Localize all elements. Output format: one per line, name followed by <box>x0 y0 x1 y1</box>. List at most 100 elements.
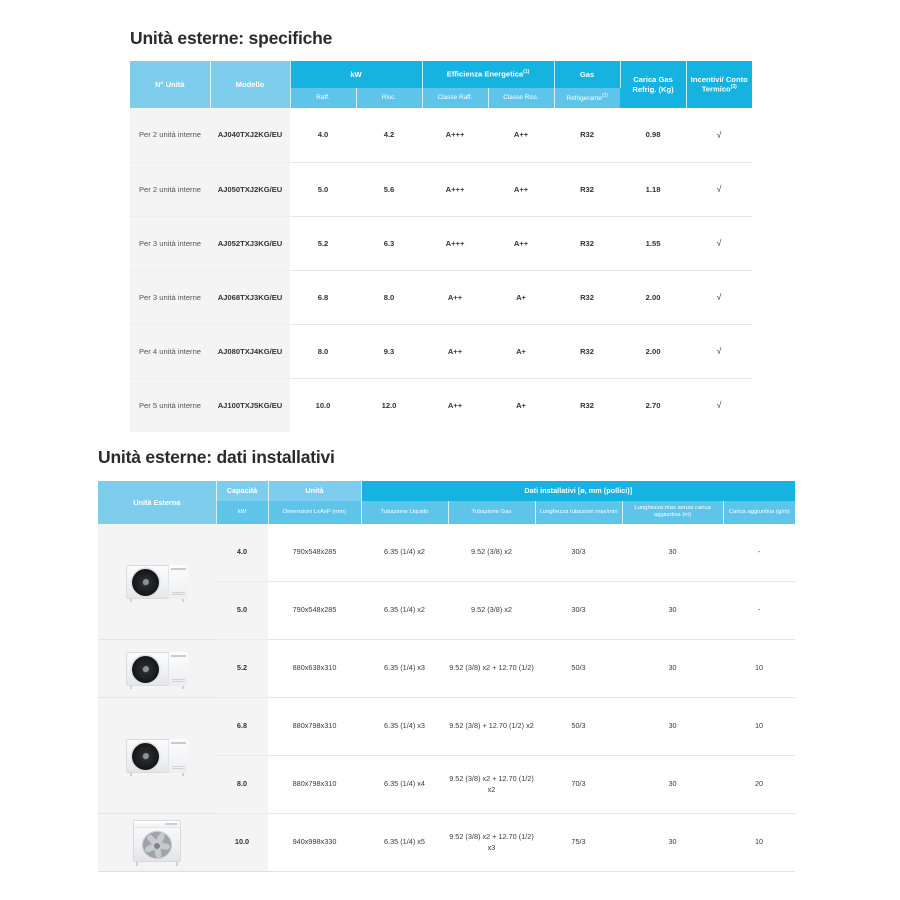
col-header-kw: kW <box>290 61 423 88</box>
cell-classe-raff: A+++ <box>422 216 489 271</box>
cell-carica-aggiuntiva: 10 <box>723 813 795 873</box>
cell-classe-risc: A++ <box>488 108 555 163</box>
table-row: Per 3 unità interne AJ068TXJ3KG/EU 6.8 8.0 A… <box>130 270 753 325</box>
specs-table-head: N° Unità Modello kW Efficienza Energetic… <box>130 61 753 109</box>
cell-dimensioni: 880x798x310 <box>268 697 361 757</box>
cell-lunghezza-max: 30 <box>622 697 723 757</box>
cell-lunghezza-max: 30 <box>622 639 723 699</box>
cell-capacita: 8.0 <box>216 755 268 815</box>
outdoor-unit-horizontal-medium-icon <box>126 649 188 689</box>
cell-raff: 5.2 <box>290 216 356 271</box>
cell-raff: 6.8 <box>290 270 356 325</box>
cell-gas: R32 <box>554 324 621 379</box>
cell-classe-raff: A++ <box>422 270 489 325</box>
section2-title: Unità esterne: dati installativi <box>98 447 335 467</box>
cell-lunghezza-tubazioni: 50/3 <box>535 639 622 699</box>
cell-classe-risc: A+ <box>488 270 555 325</box>
outdoor-unit-image-cell <box>98 813 216 873</box>
col-header-unita-esterna: Unità Esterna <box>98 481 217 524</box>
cell-classe-raff: A+++ <box>422 162 489 217</box>
cell-lunghezza-tubazioni: 70/3 <box>535 755 622 815</box>
cell-tubazione-gas: 9.52 (3/8) x2 + 12.70 (1/2) <box>448 639 535 699</box>
cell-lunghezza-tubazioni: 75/3 <box>535 813 622 873</box>
outdoor-unit-horizontal-small-icon <box>126 562 188 602</box>
cell-tubazione-liquido: 6.35 (1/4) x2 <box>361 581 448 641</box>
cell-carica-gas: 1.18 <box>620 162 687 217</box>
cell-tubazione-liquido: 6.35 (1/4) x5 <box>361 813 448 873</box>
cell-classe-risc: A+ <box>488 324 555 379</box>
table-row: 5.0 790x548x285 6.35 (1/4) x2 9.52 (3/8) x2… <box>98 581 795 641</box>
cell-classe-risc: A++ <box>488 216 555 271</box>
cell-gas: R32 <box>554 162 621 217</box>
col-header-tubazione-gas: Tubazione Gas <box>448 501 536 524</box>
table-row: Per 2 unità interne AJ050TXJ2KG/EU 5.0 5.6 A… <box>130 162 753 217</box>
table-row: 5.2 880x638x310 6.35 (1/4) x3 9.52 (3/8) x2… <box>98 639 795 699</box>
cell-carica-gas: 2.70 <box>620 378 687 433</box>
cell-capacita: 5.2 <box>216 639 268 699</box>
cell-carica-gas: 2.00 <box>620 324 687 379</box>
cell-n-unita: Per 3 unità interne <box>130 216 210 271</box>
install-table: Unità Esterna Capacità Unità Dati instal… <box>98 481 795 873</box>
cell-classe-raff: A++ <box>422 378 489 433</box>
cell-classe-raff: A++ <box>422 324 489 379</box>
cell-lunghezza-max: 30 <box>622 523 723 583</box>
col-header-efficienza-label: Efficienza Energetica <box>446 70 524 80</box>
col-header-classe-raff: Classe Raff. <box>422 88 489 109</box>
col-header-carica-aggiuntiva: Carica aggiuntiva (g/m) <box>723 501 795 524</box>
cell-classe-risc: A+ <box>488 378 555 433</box>
install-table-head: Unità Esterna Capacità Unità Dati instal… <box>98 481 795 524</box>
cell-capacita: 4.0 <box>216 523 268 583</box>
cell-dimensioni: 880x638x310 <box>268 639 361 699</box>
cell-carica-gas: 0.98 <box>620 108 687 163</box>
cell-carica-aggiuntiva: - <box>723 523 795 583</box>
check-icon: √ <box>716 238 722 249</box>
cell-modello: AJ068TXJ3KG/EU <box>210 270 290 325</box>
cell-tubazione-gas: 9.52 (3/8) x2 + 12.70 (1/2) x2 <box>448 755 535 815</box>
cell-lunghezza-max: 30 <box>622 755 723 815</box>
outdoor-unit-image-cell <box>98 523 216 641</box>
cell-risc: 6.3 <box>356 216 423 271</box>
cell-carica-aggiuntiva: - <box>723 581 795 641</box>
footnote-marker-3: (3) <box>730 84 737 91</box>
specs-table: N° Unità Modello kW Efficienza Energetic… <box>130 61 753 433</box>
col-header-dimensioni: Dimensioni LxAxP (mm) <box>268 501 362 524</box>
col-header-dati-installativi: Dati installativi [ø, mm (pollici)] <box>361 481 795 501</box>
col-header-lunghezza-tubazioni: Lunghezza tubazioni max/min <box>535 501 623 524</box>
col-header-refrigerante-label: Refrigerante <box>566 95 602 103</box>
cell-carica-gas: 2.00 <box>620 270 687 325</box>
cell-gas: R32 <box>554 378 621 433</box>
table-row: Per 5 unità interne AJ100TXJ5KG/EU 10.0 12.… <box>130 378 753 433</box>
table-row: Per 3 unità interne AJ052TXJ3KG/EU 5.2 6.3 A… <box>130 216 753 271</box>
cell-n-unita: Per 3 unità interne <box>130 270 210 325</box>
cell-lunghezza-tubazioni: 30/3 <box>535 581 622 641</box>
cell-modello: AJ080TXJ4KG/EU <box>210 324 290 379</box>
col-header-risc: Risc. <box>356 88 423 109</box>
cell-lunghezza-tubazioni: 50/3 <box>535 697 622 757</box>
check-icon: √ <box>716 129 722 140</box>
cell-carica-aggiuntiva: 10 <box>723 697 795 757</box>
cell-tubazione-liquido: 6.35 (1/4) x4 <box>361 755 448 815</box>
cell-risc: 12.0 <box>356 378 423 433</box>
cell-carica-aggiuntiva: 20 <box>723 755 795 815</box>
col-header-capacita-kw: kW <box>216 501 269 524</box>
cell-dimensioni: 790x548x285 <box>268 581 361 641</box>
footnote-marker-1: (1) <box>523 69 530 76</box>
col-header-modello: Modello <box>210 61 291 109</box>
specs-table-body: Per 2 unità interne AJ040TXJ2KG/EU 4.0 4.2 A… <box>130 108 753 433</box>
cell-n-unita: Per 5 unità interne <box>130 378 210 433</box>
cell-carica-gas: 1.55 <box>620 216 687 271</box>
cell-dimensioni: 790x548x285 <box>268 523 361 583</box>
cell-risc: 9.3 <box>356 324 423 379</box>
cell-modello: AJ050TXJ2KG/EU <box>210 162 290 217</box>
col-header-carica-gas: Carica Gas Refrig. (Kg) <box>620 61 687 109</box>
cell-tubazione-liquido: 6.35 (1/4) x3 <box>361 697 448 757</box>
cell-incentivi: √ <box>686 108 753 163</box>
cell-dimensioni: 940x998x330 <box>268 813 361 873</box>
cell-modello: AJ040TXJ2KG/EU <box>210 108 290 163</box>
cell-risc: 8.0 <box>356 270 423 325</box>
outdoor-unit-horizontal-large-icon <box>126 736 188 776</box>
cell-carica-aggiuntiva: 10 <box>723 639 795 699</box>
cell-n-unita: Per 4 unità interne <box>130 324 210 379</box>
cell-classe-raff: A+++ <box>422 108 489 163</box>
